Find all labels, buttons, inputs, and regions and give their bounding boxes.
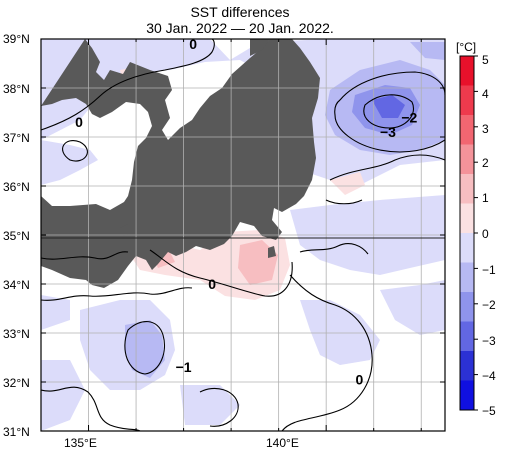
contour-label-layer: 0 0 −2 −3 0 −1 0 bbox=[75, 36, 417, 388]
contour-label: 0 bbox=[189, 36, 197, 52]
colorbar bbox=[459, 55, 478, 411]
lat-label-31: 31°N bbox=[3, 425, 30, 439]
colorbar-label-1: 1 bbox=[482, 191, 489, 205]
graticule bbox=[41, 39, 445, 431]
colorbar-segment bbox=[460, 56, 474, 86]
contour-lines bbox=[41, 39, 445, 431]
lat-label-35: 35°N bbox=[3, 229, 30, 243]
contour-label: −1 bbox=[176, 359, 192, 375]
colorbar-label-4: 4 bbox=[482, 87, 489, 101]
colorbar-segment bbox=[460, 85, 474, 116]
colorbar-label-m2: −2 bbox=[482, 298, 496, 312]
colorbar-segment bbox=[460, 233, 474, 263]
lat-label-33: 33°N bbox=[3, 327, 30, 341]
colorbar-label-3: 3 bbox=[482, 122, 489, 136]
colorbar-segment bbox=[460, 144, 474, 175]
map-field bbox=[41, 39, 445, 431]
colorbar-segment bbox=[460, 292, 474, 322]
colorbar-unit: [°C] bbox=[456, 40, 477, 54]
lat-label-38: 38°N bbox=[3, 82, 30, 96]
frame-ticks bbox=[40, 38, 445, 432]
lat-label-39: 39°N bbox=[3, 32, 30, 46]
colorbar-segment bbox=[460, 203, 474, 234]
colorbar-label-m5: −5 bbox=[482, 404, 496, 418]
lat-label-34: 34°N bbox=[3, 278, 30, 292]
lon-label-135: 135°E bbox=[64, 436, 97, 450]
colorbar-label-m4: −4 bbox=[482, 369, 496, 383]
colorbar-segment bbox=[460, 321, 474, 352]
colorbar-segment bbox=[460, 262, 474, 293]
colorbar-segment bbox=[460, 380, 474, 411]
colorbar-label-m3: −3 bbox=[482, 334, 496, 348]
lat-label-32: 32°N bbox=[3, 376, 30, 390]
lon-label-140: 140°E bbox=[266, 436, 299, 450]
contour-label: −3 bbox=[380, 124, 396, 140]
date-range-subtitle: 30 Jan. 2022 — 20 Jan. 2022. bbox=[146, 20, 334, 36]
colorbar-label-2: 2 bbox=[482, 156, 489, 170]
colorbar-label-m1: −1 bbox=[482, 263, 496, 277]
contour-label: 0 bbox=[356, 371, 364, 387]
contour-label: 0 bbox=[208, 276, 216, 292]
colorbar-label-0: 0 bbox=[482, 227, 489, 241]
lat-label-37: 37°N bbox=[3, 131, 30, 145]
colorbar-segment bbox=[460, 351, 474, 381]
negative-anomaly-areas-4 bbox=[372, 95, 405, 118]
map-title: SST differences bbox=[190, 4, 290, 20]
colorbar-segment bbox=[460, 174, 474, 204]
contour-label: 0 bbox=[75, 114, 83, 130]
colorbar-segment bbox=[460, 115, 474, 145]
land-mass bbox=[41, 39, 320, 288]
lat-label-36: 36°N bbox=[3, 180, 30, 194]
contour-label: −2 bbox=[401, 109, 417, 125]
colorbar-label-5: 5 bbox=[482, 53, 489, 67]
